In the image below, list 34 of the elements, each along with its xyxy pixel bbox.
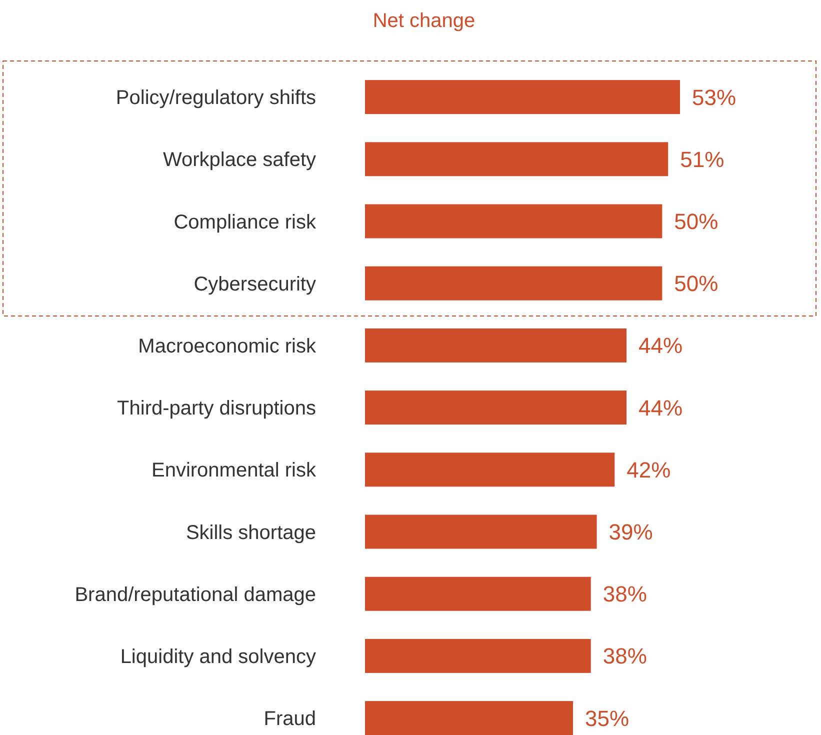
y-tick-label: Compliance risk xyxy=(174,211,317,234)
bar xyxy=(365,452,615,487)
data-label: 44% xyxy=(638,395,683,420)
data-label: 39% xyxy=(608,519,653,544)
y-tick-label: Cybersecurity xyxy=(194,273,316,296)
bar xyxy=(365,514,597,549)
data-label: 38% xyxy=(602,582,647,607)
chart-title: Net change xyxy=(372,10,476,32)
bar xyxy=(365,204,662,238)
data-label: 51% xyxy=(680,146,724,172)
y-tick-label: Third-party disruptions xyxy=(117,398,316,420)
y-tick-label: Workplace safety xyxy=(162,149,316,172)
bar xyxy=(365,266,662,300)
y-tick-label: Brand/reputational damage xyxy=(74,584,316,606)
data-label: 50% xyxy=(674,208,718,234)
data-label: 42% xyxy=(626,457,671,482)
y-tick-label: Environmental risk xyxy=(151,460,317,482)
data-label: 53% xyxy=(692,84,736,110)
bar xyxy=(365,576,591,611)
bar xyxy=(365,638,591,673)
y-tick-label: Policy/regulatory shifts xyxy=(116,87,316,110)
y-tick-label: Macroeconomic risk xyxy=(138,335,317,358)
bar xyxy=(365,328,627,362)
data-label: 44% xyxy=(638,333,683,358)
data-label: 38% xyxy=(602,644,647,669)
data-label: 50% xyxy=(674,271,718,296)
data-label: 35% xyxy=(585,706,630,731)
y-tick-label: Fraud xyxy=(264,708,316,730)
y-tick-label: Liquidity and solvency xyxy=(120,646,316,668)
bar xyxy=(365,80,680,114)
y-tick-label: Skills shortage xyxy=(186,522,316,544)
bar xyxy=(365,142,668,176)
bar xyxy=(365,390,627,425)
bar xyxy=(365,701,574,735)
